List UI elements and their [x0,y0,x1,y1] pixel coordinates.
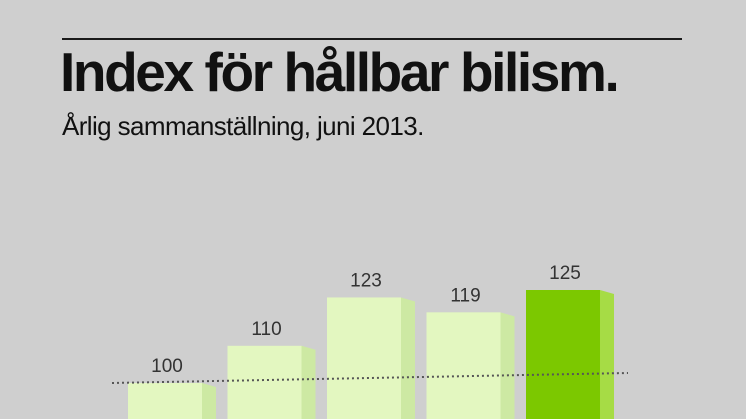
reference-line [111,372,629,384]
bar-5-side [600,290,614,419]
bar-4 [426,312,501,419]
bars-group [128,290,614,419]
bar-5 [526,290,600,419]
bar-2-side [301,345,316,419]
bar-2 [227,345,302,419]
bar-4-side [500,312,515,419]
title-rule [62,38,682,40]
value-label-2: 110 [251,319,281,340]
bar-3-side [401,297,415,419]
chart-subtitle: Årlig sammanställning, juni 2013. [62,111,424,141]
value-label-4: 119 [450,285,480,306]
value-label-5: 125 [549,263,581,284]
chart-title: Index för hållbar bilism. [60,41,620,103]
value-label-1: 100 [151,356,183,377]
value-label-3: 123 [350,270,382,291]
bar-1 [128,383,202,419]
bar-3 [327,297,401,419]
bar-1-side [202,383,216,419]
value-labels-group: 100 110 123 119 125 [151,263,581,377]
